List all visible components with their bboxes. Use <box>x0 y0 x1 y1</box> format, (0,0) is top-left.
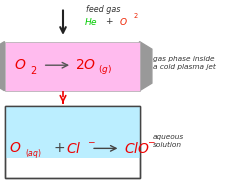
Text: $\mathit{(g)}$: $\mathit{(g)}$ <box>98 64 112 76</box>
FancyBboxPatch shape <box>4 106 140 158</box>
Polygon shape <box>140 42 152 91</box>
Text: $\mathit{-}$: $\mathit{-}$ <box>87 136 95 145</box>
Text: gas phase inside
a cold plasma jet: gas phase inside a cold plasma jet <box>153 56 216 70</box>
Text: $\mathit{He}$: $\mathit{He}$ <box>84 16 98 27</box>
Text: $\mathit{Cl}$: $\mathit{Cl}$ <box>66 141 82 156</box>
Text: $\mathit{+}$: $\mathit{+}$ <box>105 16 113 26</box>
Text: $\mathit{+}$: $\mathit{+}$ <box>53 141 65 155</box>
FancyBboxPatch shape <box>4 42 140 91</box>
Text: $\mathit{O}$: $\mathit{O}$ <box>9 141 21 155</box>
Text: $\mathit{2}$: $\mathit{2}$ <box>30 64 38 76</box>
Text: aqueous
solution: aqueous solution <box>153 134 184 148</box>
Text: feed gas: feed gas <box>86 5 120 14</box>
Text: $\mathit{-}$: $\mathit{-}$ <box>147 136 156 145</box>
Text: $\mathit{(aq)}$: $\mathit{(aq)}$ <box>25 147 42 160</box>
Polygon shape <box>0 42 4 91</box>
FancyBboxPatch shape <box>4 106 140 178</box>
Text: $\mathit{2O}$: $\mathit{2O}$ <box>75 58 97 72</box>
Text: $\mathit{ClO}$: $\mathit{ClO}$ <box>124 141 150 156</box>
Text: $\mathit{2}$: $\mathit{2}$ <box>133 11 138 20</box>
Text: $\mathit{O}$: $\mathit{O}$ <box>119 16 128 27</box>
Text: $\mathit{O}$: $\mathit{O}$ <box>14 58 26 72</box>
